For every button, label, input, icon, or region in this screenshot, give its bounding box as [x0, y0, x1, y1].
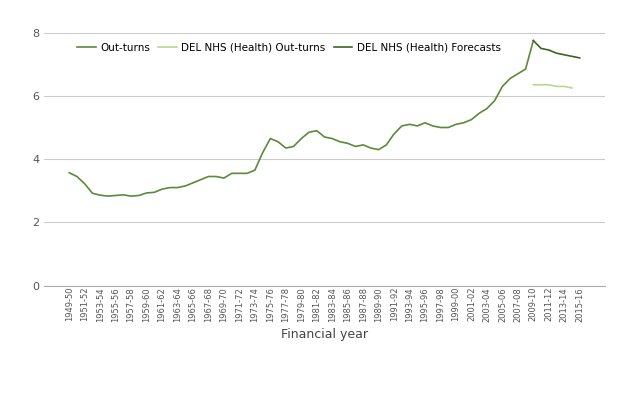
Legend: Out-turns, DEL NHS (Health) Out-turns, DEL NHS (Health) Forecasts: Out-turns, DEL NHS (Health) Out-turns, D…: [77, 43, 500, 53]
X-axis label: Financial year: Financial year: [281, 328, 368, 341]
